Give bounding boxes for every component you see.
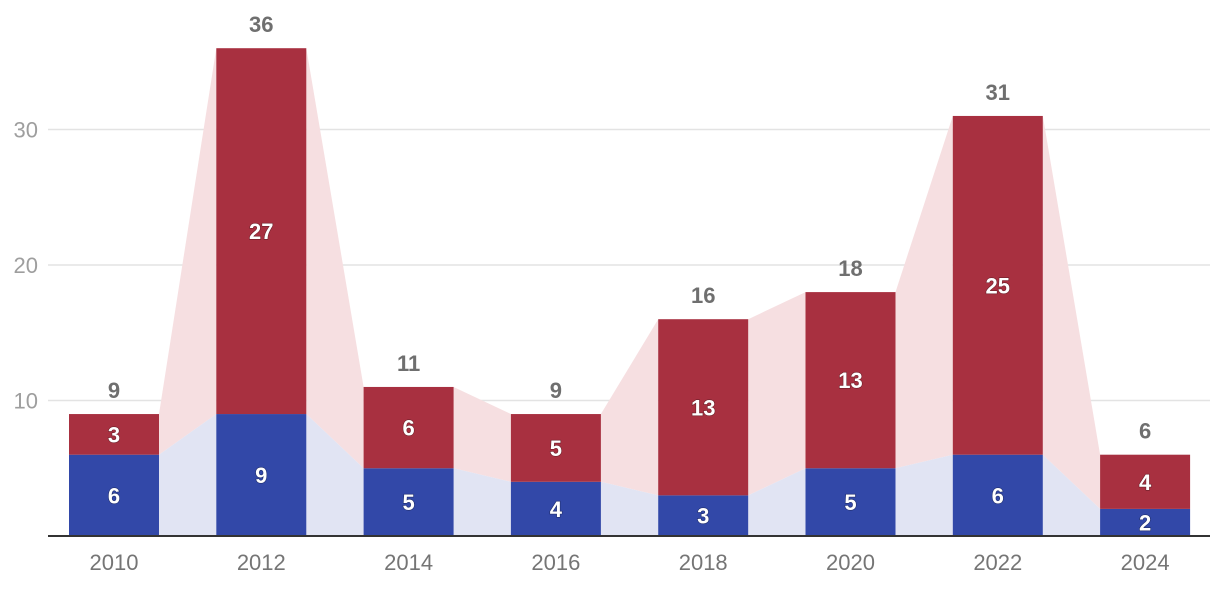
bar-bottom-2016 — [510, 481, 601, 536]
x-category-label: 2016 — [531, 550, 580, 575]
top-value-label: 3 — [108, 422, 120, 447]
total-label: 18 — [838, 256, 862, 281]
top-connector-band — [895, 115, 953, 469]
bottom-value-label: 2 — [1139, 510, 1151, 535]
top-value-label: 13 — [691, 395, 715, 420]
bar-top-2018 — [658, 319, 749, 496]
bar-bottom-2022 — [952, 454, 1043, 536]
x-category-label: 2024 — [1121, 550, 1170, 575]
total-label: 6 — [1139, 419, 1151, 444]
x-category-label: 2010 — [90, 550, 139, 575]
bottom-value-label: 5 — [402, 490, 414, 515]
top-value-label: 13 — [838, 368, 862, 393]
bar-top-2024 — [1100, 454, 1191, 509]
bars — [69, 48, 1191, 536]
bottom-connector-band — [306, 414, 364, 536]
top-connector-band — [1042, 115, 1101, 509]
bar-top-2022 — [952, 115, 1043, 455]
total-label: 16 — [691, 283, 715, 308]
x-category-label: 2012 — [237, 550, 286, 575]
top-value-label: 6 — [402, 416, 414, 441]
bottom-value-label: 4 — [550, 497, 563, 522]
y-tick-label: 20 — [14, 253, 38, 278]
y-tick-label: 10 — [14, 389, 38, 414]
top-connector-band — [159, 48, 217, 455]
top-value-label: 4 — [1139, 470, 1152, 495]
bottom-connector-band — [600, 481, 659, 536]
x-category-label: 2014 — [384, 550, 433, 575]
top-value-label: 5 — [550, 436, 562, 461]
top-connector-band — [453, 386, 511, 482]
top-value-label: 25 — [986, 273, 1010, 298]
total-label: 9 — [108, 378, 120, 403]
connector-bands — [159, 48, 1101, 536]
bottom-connector-band — [895, 454, 953, 536]
bar-top-2010 — [69, 414, 159, 455]
total-label: 31 — [986, 80, 1010, 105]
x-category-label: 2022 — [973, 550, 1022, 575]
bar-bottom-2024 — [1100, 508, 1191, 536]
bottom-connector-band — [453, 468, 511, 536]
x-category-label: 2018 — [679, 550, 728, 575]
top-connector-band — [600, 319, 659, 496]
total-label: 11 — [397, 351, 420, 376]
bottom-value-label: 6 — [108, 483, 120, 508]
bottom-value-label: 5 — [844, 490, 856, 515]
bar-top-2012 — [216, 48, 307, 415]
bottom-value-label: 9 — [255, 463, 267, 488]
x-category-label: 2020 — [826, 550, 875, 575]
top-connector-band — [306, 48, 364, 469]
bar-bottom-2014 — [363, 468, 454, 536]
bar-top-2020 — [805, 292, 896, 469]
bottom-value-label: 6 — [992, 483, 1004, 508]
bar-bottom-2010 — [69, 454, 159, 536]
bar-bottom-2020 — [805, 468, 896, 536]
bar-bottom-2012 — [216, 414, 307, 536]
y-tick-label: 30 — [14, 118, 38, 143]
bottom-value-label: 3 — [697, 504, 709, 529]
bottom-connector-band — [748, 468, 806, 536]
total-label: 36 — [249, 12, 273, 37]
top-connector-band — [748, 292, 806, 496]
top-value-label: 27 — [249, 219, 273, 244]
bottom-connector-band — [1042, 454, 1101, 536]
bottom-connector-band — [159, 414, 217, 536]
total-label: 9 — [550, 378, 562, 403]
labels: 1020306392010927362012561120144592016313… — [14, 12, 1170, 575]
bar-top-2014 — [363, 386, 454, 469]
bar-top-2016 — [510, 414, 601, 482]
bar-bottom-2018 — [658, 495, 749, 536]
